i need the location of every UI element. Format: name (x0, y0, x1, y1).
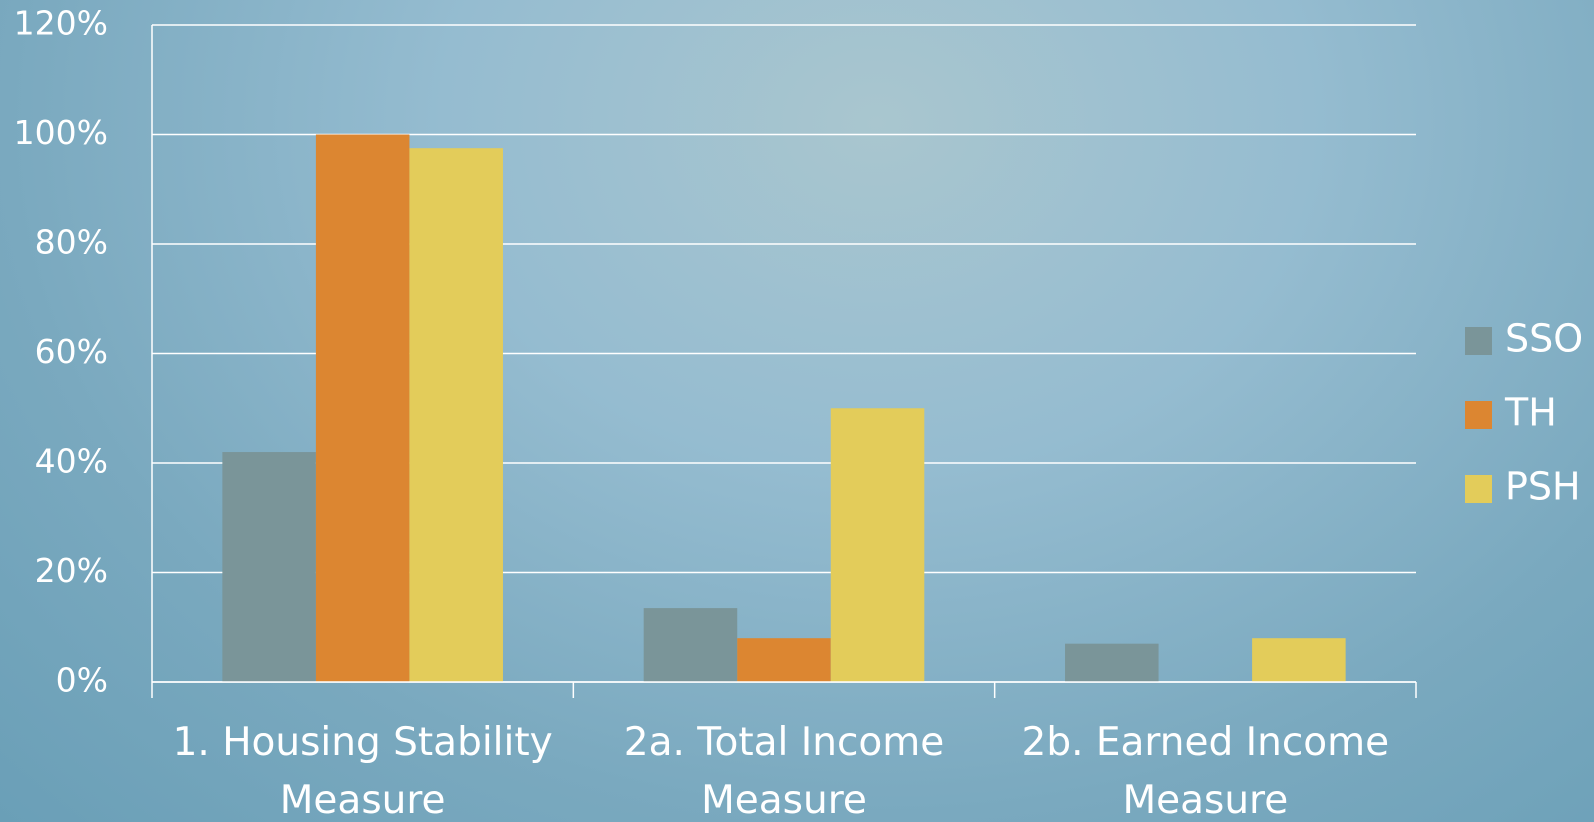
bar (643, 608, 738, 682)
y-tick-label: 40% (35, 442, 108, 481)
y-tick-label: 60% (35, 332, 108, 371)
bar (1065, 643, 1159, 682)
y-tick-label: 20% (35, 551, 108, 590)
bar (830, 408, 925, 682)
x-tick-label: 2a. Total Income Measure (623, 720, 945, 822)
y-tick-label: 0% (56, 661, 108, 700)
legend-label: SSO (1505, 317, 1583, 361)
legend-swatch (1465, 475, 1492, 503)
bar (409, 148, 503, 682)
y-tick-label: 80% (35, 223, 108, 262)
y-tick-label: 120% (14, 4, 108, 43)
y-tick-label: 100% (14, 113, 108, 152)
bar (222, 452, 316, 682)
legend-label: PSH (1505, 465, 1581, 509)
x-tick-label: 2b. Earned Income Measure (1021, 720, 1390, 822)
legend-label: TH (1504, 391, 1557, 435)
bar (737, 638, 831, 682)
bar (1252, 638, 1346, 682)
bar (315, 134, 410, 682)
legend-swatch (1465, 401, 1492, 429)
legend-swatch (1465, 327, 1492, 355)
x-tick-label: 1. Housing Stability Measure (172, 720, 553, 822)
